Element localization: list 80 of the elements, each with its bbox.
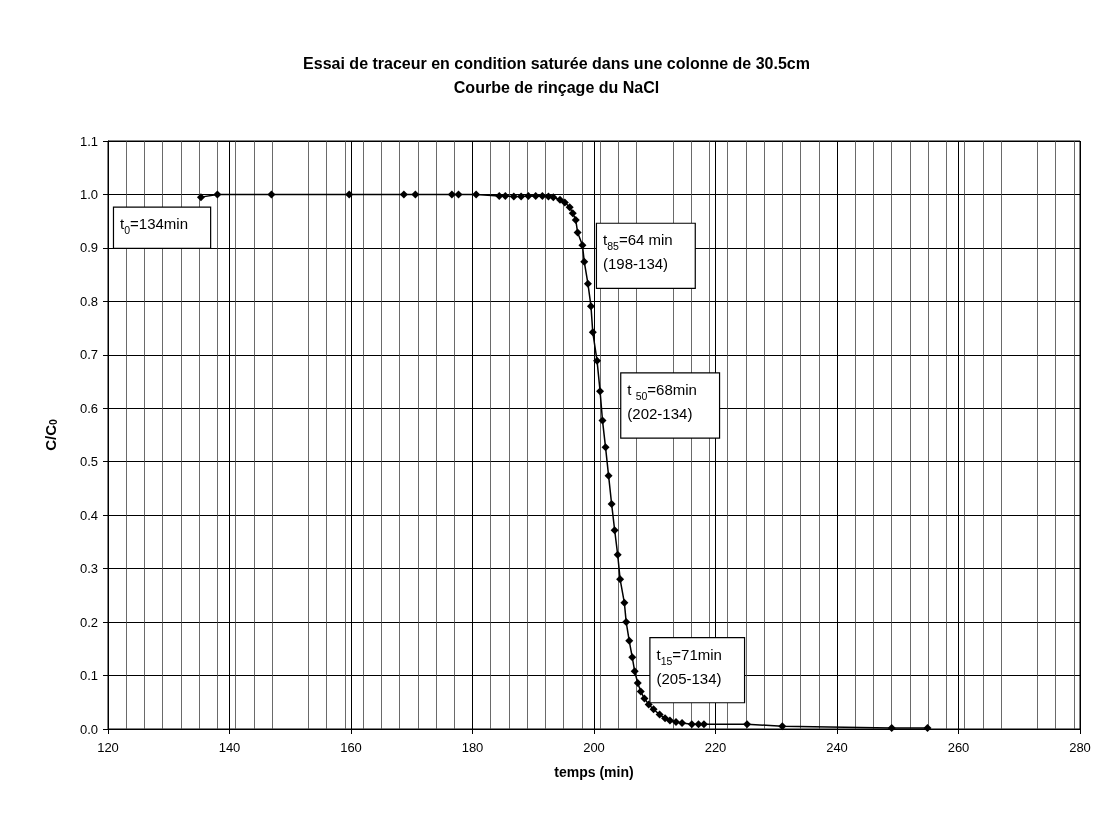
y-tick-label: 0.0 <box>79 721 98 737</box>
point <box>622 618 631 627</box>
y-tick-label: 0.2 <box>79 614 98 630</box>
point <box>399 190 408 199</box>
y-tick-label: 1.1 <box>79 133 98 149</box>
point <box>560 198 569 207</box>
point <box>630 667 639 676</box>
point <box>555 195 564 204</box>
point <box>743 720 752 729</box>
point <box>517 192 526 201</box>
point <box>531 192 540 201</box>
point <box>495 192 504 201</box>
point <box>588 328 597 337</box>
point <box>678 719 687 728</box>
x-tick-label: 180 <box>461 740 484 755</box>
x-tick-label: 240 <box>826 740 848 755</box>
point <box>411 190 420 199</box>
point <box>571 216 580 225</box>
point <box>607 499 616 508</box>
x-tick-label: 160 <box>340 740 362 755</box>
point <box>655 710 664 719</box>
point <box>636 687 645 696</box>
point <box>213 190 222 199</box>
point <box>573 228 582 237</box>
point <box>640 694 649 703</box>
point <box>616 575 625 584</box>
point <box>580 257 589 266</box>
point <box>447 190 456 199</box>
y-tick-label: 0.3 <box>79 561 98 577</box>
point <box>633 679 642 688</box>
x-tick-label: 120 <box>97 740 119 755</box>
y-tick-label: 0.4 <box>79 507 98 523</box>
point <box>454 190 463 199</box>
point <box>613 550 622 559</box>
point <box>509 192 518 201</box>
point <box>583 279 592 288</box>
y-tick-label: 1.0 <box>79 186 98 202</box>
point <box>628 653 637 662</box>
y-tick-label: 0.9 <box>79 240 98 256</box>
point <box>593 356 602 365</box>
point <box>267 190 276 199</box>
point <box>538 192 547 201</box>
point <box>598 416 607 425</box>
point <box>596 387 605 396</box>
x-tick-label: 140 <box>218 740 241 755</box>
point <box>644 700 653 709</box>
point <box>672 718 681 727</box>
point <box>694 720 703 729</box>
y-tick-label: 0.5 <box>79 454 98 470</box>
point <box>661 714 670 723</box>
point <box>549 193 558 202</box>
point <box>610 526 619 535</box>
y-tick-label: 0.1 <box>79 668 98 684</box>
y-tick-label: 0.8 <box>79 293 98 309</box>
point <box>568 209 577 218</box>
point <box>625 636 634 645</box>
x-tick-label: 200 <box>583 740 605 755</box>
x-axis-title: temps (min) <box>554 764 634 780</box>
point <box>778 722 787 731</box>
x-tick-label: 280 <box>1069 740 1091 755</box>
point <box>923 723 932 732</box>
point <box>887 723 896 732</box>
point <box>687 720 696 729</box>
y-tick-label: 0.6 <box>79 400 98 416</box>
point <box>604 471 613 480</box>
point <box>345 190 354 199</box>
point <box>601 443 610 452</box>
chart-title: Essai de traceur en condition saturée dans une colonne de 30.5cm Courbe de rinçage du NaCl <box>303 54 810 96</box>
point <box>524 192 533 201</box>
point <box>196 193 205 202</box>
point <box>501 192 510 201</box>
point <box>586 302 595 311</box>
x-tick-label: 220 <box>704 740 727 755</box>
y-tick-label: 0.7 <box>79 347 98 363</box>
point <box>472 190 481 199</box>
point <box>620 598 629 607</box>
point <box>665 716 674 725</box>
point <box>565 203 574 212</box>
point <box>649 705 658 714</box>
x-tick-label: 260 <box>947 740 970 755</box>
